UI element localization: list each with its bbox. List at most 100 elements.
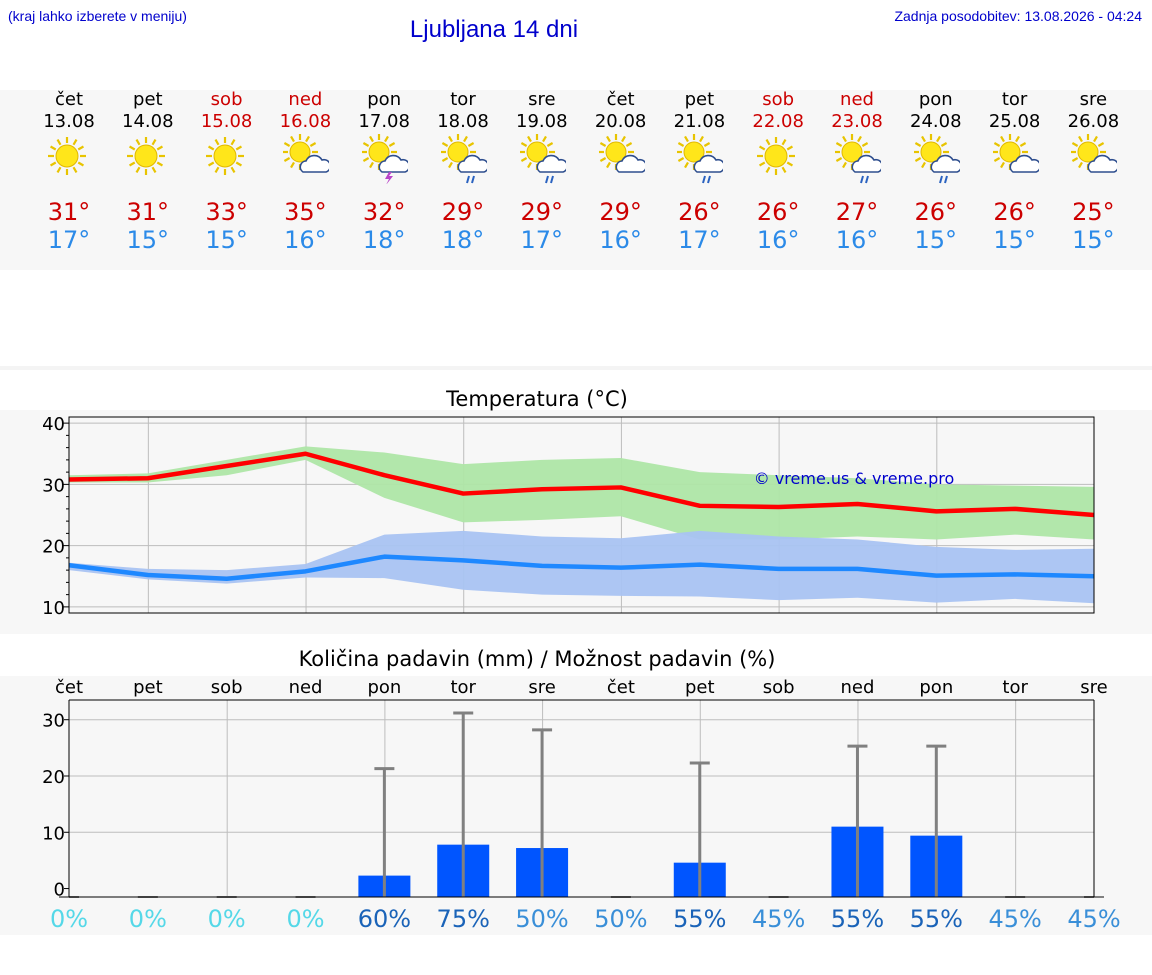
min-temperature: 17° [520, 226, 564, 254]
day-name: sre [528, 89, 556, 110]
max-temperature-line [68, 451, 1095, 518]
sun-cloud-rain-icon [441, 134, 487, 184]
temperature-chart-title: Temperatura (°C) [446, 387, 628, 411]
precipitation-day-label: sob [211, 677, 243, 698]
day-name: ned [840, 89, 874, 110]
day-column: čet 13.08 [30, 88, 108, 132]
precipitation-probability: 45% [752, 905, 805, 933]
day-date: 24.08 [910, 111, 962, 132]
precipitation-probability: 60% [358, 905, 411, 933]
day-name: sre [1079, 89, 1108, 110]
sun-cloud-rain-icon [913, 134, 960, 184]
min-temperature: 15° [205, 226, 248, 254]
sun-icon [126, 137, 165, 175]
precipitation-probability: 55% [673, 905, 726, 933]
menu-hint: (kraj lahko izberete v meniju) [8, 8, 187, 24]
precipitation-probability: 45% [1067, 905, 1120, 933]
day-column: sre 19.08 [503, 88, 581, 132]
day-name: pon [918, 89, 953, 110]
max-temperature: 26° [914, 198, 958, 226]
precipitation-probability: 50% [594, 905, 647, 933]
day-name: pon [367, 89, 402, 110]
precipitation-probability: 0% [286, 905, 324, 933]
precipitation-day-label: sre [528, 677, 555, 698]
min-temperature: 16° [756, 226, 800, 254]
day-name: pet [684, 89, 715, 110]
precipitation-day-label: ned [289, 677, 323, 698]
day-column: tor 25.08 [976, 88, 1054, 132]
max-temperature: 27° [835, 198, 879, 226]
precipitation-tick-label: 30 [42, 711, 65, 732]
sun-icon [205, 137, 244, 175]
day-date: 19.08 [516, 111, 568, 132]
day-date: 16.08 [279, 111, 332, 132]
max-temperature: 26° [678, 198, 721, 226]
sun-cloud-icon [992, 134, 1039, 173]
precipitation-day-label: pet [133, 677, 163, 698]
max-temperature: 31° [126, 198, 170, 226]
precipitation-probability: 45% [988, 905, 1041, 933]
day-date: 22.08 [752, 111, 804, 132]
day-name: čet [54, 89, 84, 110]
sun-cloud-icon [283, 134, 330, 173]
day-date: 26.08 [1067, 111, 1120, 132]
precipitation-tick-label: 20 [42, 767, 65, 788]
precipitation-probability: 0% [50, 905, 88, 933]
max-temperature: 31° [47, 198, 91, 226]
day-date: 17.08 [358, 111, 410, 132]
min-temperature: 16° [835, 226, 879, 254]
sun-cloud-icon [1071, 134, 1118, 173]
day-name: čet [606, 89, 635, 110]
max-temperature: 29° [520, 198, 564, 226]
temperature-tick-label: 40 [42, 414, 65, 435]
day-date: 15.08 [200, 111, 253, 132]
precipitation-day-label: sre [1080, 677, 1107, 698]
forecast-band [0, 90, 1152, 270]
day-name: tor [1001, 89, 1028, 110]
min-temperature: 15° [1072, 226, 1115, 254]
day-date: 18.08 [437, 111, 489, 132]
sun-cloud-rain-icon [677, 134, 724, 184]
sun-icon [757, 137, 796, 175]
temperature-tick-label: 10 [42, 598, 65, 619]
temperature-tick-label: 30 [42, 475, 65, 496]
sun-icon [48, 137, 86, 175]
day-column: tor 18.08 [424, 88, 502, 132]
precipitation-day-label: čet [55, 677, 83, 698]
day-column: pon 24.08 [897, 88, 975, 132]
min-temperature: 15° [126, 226, 170, 254]
max-temperature-range-band [69, 446, 1094, 540]
max-temperature: 26° [756, 198, 800, 226]
precipitation-tick-label: 10 [42, 823, 65, 844]
min-temperature: 16° [284, 226, 327, 254]
precipitation-probability: 0% [129, 905, 167, 933]
sun-cloud-thunder-icon [362, 134, 409, 184]
precipitation-day-label: pon [919, 677, 953, 698]
min-temperature: 18° [362, 226, 406, 254]
day-column: pet 14.08 [109, 88, 187, 132]
precipitation-day-label: pet [685, 677, 715, 698]
day-date: 20.08 [594, 111, 647, 132]
precipitation-tick-label: 0 [54, 880, 65, 901]
min-temperature-line [68, 554, 1095, 581]
day-name: ned [288, 89, 323, 110]
sun-cloud-icon [598, 134, 645, 173]
day-column: pet 21.08 [660, 88, 738, 132]
max-temperature: 29° [599, 198, 642, 226]
precipitation-chart-title: Količina padavin (mm) / Možnost padavin … [298, 647, 776, 671]
day-column: sre 26.08 [1054, 88, 1132, 132]
min-temperature: 17° [47, 226, 91, 254]
day-name: sob [762, 89, 795, 110]
precipitation-probability: 0% [208, 905, 246, 933]
day-date: 25.08 [988, 111, 1041, 132]
precipitation-day-label: ned [841, 677, 875, 698]
precipitation-probability: 55% [910, 905, 963, 933]
max-temperature: 32° [362, 198, 406, 226]
sun-cloud-rain-icon [835, 134, 881, 184]
day-column: ned 16.08 [266, 88, 344, 132]
day-date: 21.08 [673, 111, 726, 132]
precipitation-probability: 50% [515, 905, 568, 933]
day-name: sob [210, 89, 243, 110]
day-column: čet 20.08 [582, 88, 660, 132]
